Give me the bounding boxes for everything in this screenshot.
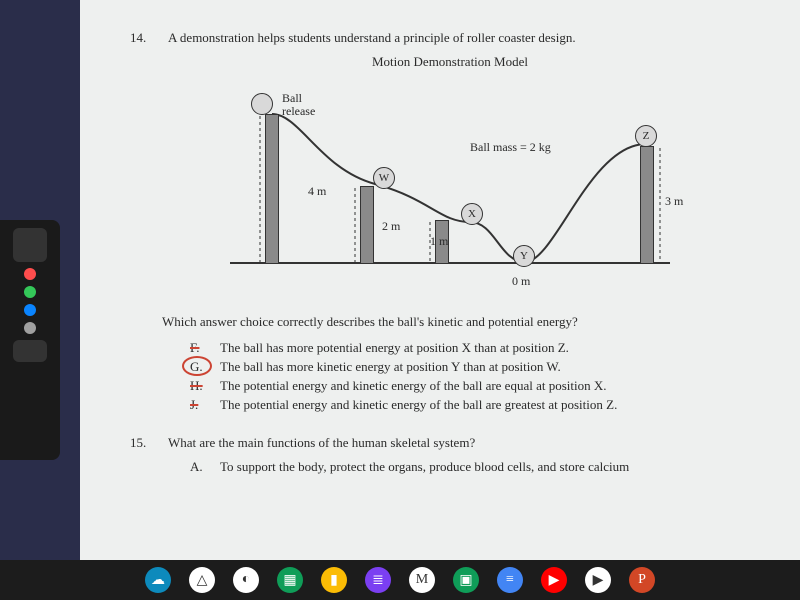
ball-w: W — [373, 167, 395, 189]
choice-h-text: The potential energy and kinetic energy … — [220, 378, 607, 394]
pillar-z — [640, 146, 654, 264]
choice-g-text: The ball has more kinetic energy at posi… — [220, 359, 561, 375]
q15-choices: A. To support the body, protect the orga… — [190, 459, 770, 475]
taskbar-icon-4[interactable]: ▮ — [321, 567, 347, 593]
ball-release — [251, 93, 273, 115]
taskbar-icon-10[interactable]: ▶ — [585, 567, 611, 593]
q14-prompt: A demonstration helps students understan… — [168, 30, 576, 46]
taskbar-icon-1[interactable]: △ — [189, 567, 215, 593]
q14-number: 14. — [130, 30, 154, 46]
choice-j-letter: J. — [190, 397, 208, 413]
sidebar-dot-blue[interactable] — [24, 304, 36, 316]
q14-choices: F. The ball has more potential energy at… — [190, 340, 770, 413]
taskbar-icon-11[interactable]: P — [629, 567, 655, 593]
choice-a: A. To support the body, protect the orga… — [190, 459, 770, 475]
q15-row: 15. What are the main functions of the h… — [130, 435, 770, 451]
q15-number: 15. — [130, 435, 154, 451]
choice-j-text: The potential energy and kinetic energy … — [220, 397, 617, 413]
sidebar-dot-green[interactable] — [24, 286, 36, 298]
taskbar-icon-0[interactable]: ☁ — [145, 567, 171, 593]
ball-z: Z — [635, 125, 657, 147]
diagram-title: Motion Demonstration Model — [130, 54, 770, 70]
baseline — [230, 262, 670, 264]
choice-h: H. The potential energy and kinetic ener… — [190, 378, 770, 394]
q14-row: 14. A demonstration helps students under… — [130, 30, 770, 46]
taskbar-icon-2[interactable]: ◐ — [233, 567, 259, 593]
mass-label: Ball mass = 2 kg — [470, 140, 551, 155]
motion-diagram: W X Y Z Ball release Ball mass = 2 kg 4 … — [210, 74, 690, 304]
pillar-w — [360, 186, 374, 264]
choice-f-text: The ball has more potential energy at po… — [220, 340, 569, 356]
ball-y: Y — [513, 245, 535, 267]
q15-prompt: What are the main functions of the human… — [168, 435, 475, 451]
sidebar-tool-1[interactable] — [13, 228, 47, 262]
taskbar-icon-6[interactable]: M — [409, 567, 435, 593]
ball-x: X — [461, 203, 483, 225]
taskbar-icon-7[interactable]: ▣ — [453, 567, 479, 593]
taskbar: ☁ △ ◐ ▦ ▮ ≣ M ▣ ≡ ▶ ▶ P — [0, 560, 800, 600]
taskbar-icon-9[interactable]: ▶ — [541, 567, 567, 593]
sidebar-dot-grey[interactable] — [24, 322, 36, 334]
h-y: 0 m — [512, 274, 530, 289]
h-z: 3 m — [665, 194, 683, 209]
choice-g: G. The ball has more kinetic energy at p… — [190, 359, 770, 375]
sidebar-dot-red[interactable] — [24, 268, 36, 280]
left-tool-sidebar — [0, 220, 60, 460]
pen-circle-icon — [182, 356, 212, 376]
worksheet-page: 14. A demonstration helps students under… — [80, 0, 800, 560]
choice-f-letter: F. — [190, 340, 208, 356]
release-label: Ball release — [282, 92, 315, 118]
q14-subprompt: Which answer choice correctly describes … — [162, 314, 770, 330]
h-x: 1 m — [430, 234, 448, 249]
taskbar-icon-8[interactable]: ≡ — [497, 567, 523, 593]
h-release: 4 m — [308, 184, 326, 199]
sidebar-tool-2[interactable] — [13, 340, 47, 362]
taskbar-icon-5[interactable]: ≣ — [365, 567, 391, 593]
h-w: 2 m — [382, 219, 400, 234]
choice-a-text: To support the body, protect the organs,… — [220, 459, 629, 475]
choice-a-letter: A. — [190, 459, 208, 475]
choice-j: J. The potential energy and kinetic ener… — [190, 397, 770, 413]
taskbar-icon-3[interactable]: ▦ — [277, 567, 303, 593]
choice-h-letter: H. — [190, 378, 208, 394]
pillar-release — [265, 114, 279, 264]
choice-f: F. The ball has more potential energy at… — [190, 340, 770, 356]
